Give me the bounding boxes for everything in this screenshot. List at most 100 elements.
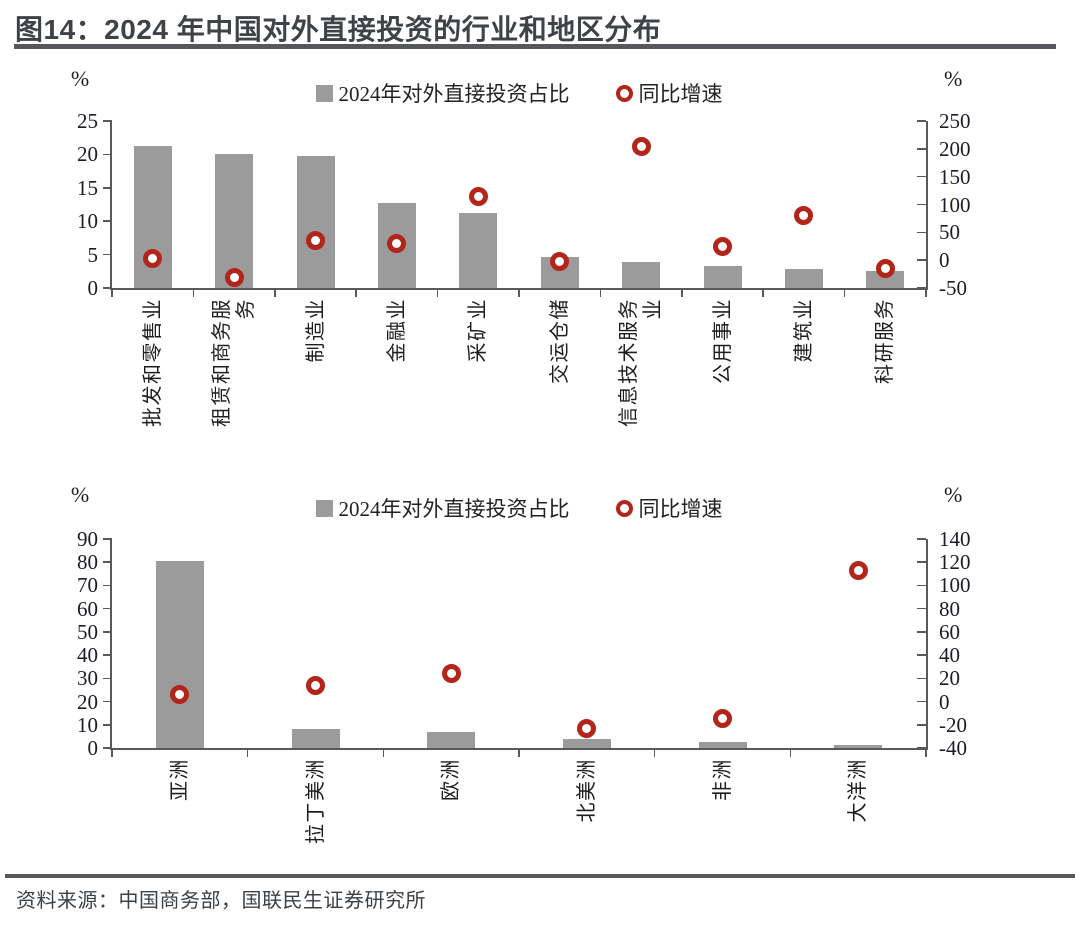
left-tick-mark bbox=[103, 187, 112, 189]
bottom-tick-mark bbox=[192, 289, 195, 297]
left-tick-mark bbox=[103, 607, 112, 610]
bottom-tick-mark bbox=[355, 289, 357, 297]
bar-3 bbox=[427, 731, 476, 748]
left-tick-mark bbox=[103, 747, 112, 749]
left-tick-mark bbox=[103, 584, 112, 587]
left-tick-mark bbox=[103, 253, 112, 256]
bar-7 bbox=[622, 261, 661, 288]
left-tick-mark bbox=[103, 220, 112, 222]
left-tick-mark bbox=[103, 561, 112, 564]
growth-marker-5 bbox=[468, 186, 488, 206]
bar-3 bbox=[296, 155, 335, 288]
right-axis-unit: % bbox=[944, 482, 963, 507]
right-tick-label: 0 bbox=[939, 248, 950, 273]
right-tick-mark bbox=[917, 700, 926, 703]
right-tick-label: 250 bbox=[939, 109, 971, 133]
right-tick-mark bbox=[917, 203, 926, 206]
growth-marker-2 bbox=[224, 267, 244, 287]
bottom-tick-mark bbox=[925, 749, 927, 757]
right-tick-label: 120 bbox=[939, 550, 971, 575]
bottom-axis-line bbox=[110, 288, 928, 290]
legend-bar-label: 2024年对外直接投资占比 bbox=[338, 497, 570, 521]
source-note: 资料来源：中国商务部，国联民生证券研究所 bbox=[16, 890, 426, 912]
ring-swatch-icon bbox=[615, 499, 633, 517]
left-tick-mark bbox=[103, 677, 112, 680]
growth-marker-4 bbox=[387, 233, 407, 253]
left-tick-mark bbox=[103, 723, 112, 726]
growth-marker-3 bbox=[306, 230, 325, 250]
growth-marker-1 bbox=[143, 248, 163, 268]
left-axis-unit: % bbox=[70, 482, 90, 507]
legend-item-marker: 同比增速 bbox=[615, 493, 723, 523]
right-axis-unit: % bbox=[944, 66, 963, 91]
left-tick-label: 10 bbox=[77, 209, 98, 234]
right-axis-line bbox=[926, 539, 928, 748]
legend: 2024年对外直接投资占比 同比增速 bbox=[112, 78, 926, 108]
left-tick-label: 10 bbox=[77, 712, 98, 737]
right-tick-label: 50 bbox=[939, 220, 960, 245]
left-axis-line bbox=[110, 539, 112, 748]
bar-swatch-icon bbox=[315, 84, 333, 102]
growth-marker-7 bbox=[631, 136, 651, 156]
right-tick-mark bbox=[917, 677, 926, 680]
right-tick-mark bbox=[917, 723, 926, 726]
right-tick-mark bbox=[917, 607, 926, 610]
right-tick-mark bbox=[917, 287, 926, 289]
right-tick-label: 140 bbox=[939, 527, 971, 551]
bottom-tick-mark bbox=[681, 289, 683, 297]
left-axis-unit: % bbox=[70, 66, 90, 91]
legend: 2024年对外直接投资占比 同比增速 bbox=[112, 493, 926, 523]
right-tick-label: 80 bbox=[939, 596, 960, 621]
right-tick-label: -50 bbox=[939, 276, 967, 300]
left-tick-mark bbox=[103, 153, 112, 156]
right-tick-label: -40 bbox=[939, 736, 967, 760]
bottom-tick-mark bbox=[653, 749, 656, 757]
right-axis-line bbox=[926, 121, 928, 288]
left-tick-label: 40 bbox=[77, 643, 98, 668]
ring-swatch-icon bbox=[615, 84, 633, 102]
growth-marker-1 bbox=[170, 685, 190, 705]
left-tick-mark bbox=[103, 654, 112, 656]
bottom-tick-mark bbox=[111, 289, 113, 297]
bottom-tick-mark bbox=[436, 289, 439, 297]
bar-swatch-icon bbox=[315, 499, 333, 517]
footer-rule bbox=[5, 874, 1075, 878]
left-tick-label: 0 bbox=[87, 276, 99, 300]
bottom-tick-mark bbox=[762, 289, 764, 297]
right-tick-label: -20 bbox=[939, 712, 967, 737]
right-tick-mark bbox=[917, 538, 926, 540]
right-tick-mark bbox=[917, 120, 926, 122]
right-tick-mark bbox=[917, 231, 926, 234]
right-tick-label: 200 bbox=[939, 136, 971, 161]
left-tick-mark bbox=[103, 287, 112, 289]
title-underline bbox=[14, 44, 1056, 49]
right-tick-label: 0 bbox=[939, 689, 950, 714]
left-axis-line bbox=[110, 121, 112, 288]
left-tick-label: 80 bbox=[77, 550, 98, 575]
growth-marker-9 bbox=[794, 206, 814, 226]
left-tick-label: 90 bbox=[77, 527, 98, 551]
growth-marker-6 bbox=[848, 560, 868, 580]
growth-marker-4 bbox=[577, 718, 597, 738]
right-tick-label: 150 bbox=[939, 164, 971, 189]
growth-marker-5 bbox=[713, 709, 732, 729]
bottom-tick-mark bbox=[111, 749, 113, 757]
right-tick-mark bbox=[917, 631, 926, 633]
growth-marker-8 bbox=[713, 236, 732, 256]
right-tick-label: 100 bbox=[939, 192, 971, 217]
bottom-tick-mark bbox=[518, 289, 520, 297]
left-tick-label: 60 bbox=[77, 596, 98, 621]
left-tick-label: 15 bbox=[77, 175, 98, 200]
left-tick-label: 0 bbox=[87, 736, 99, 760]
growth-marker-3 bbox=[441, 664, 461, 684]
legend-item-bar: 2024年对外直接投资占比 bbox=[315, 78, 570, 108]
bottom-tick-mark bbox=[274, 289, 276, 297]
left-tick-mark bbox=[103, 700, 112, 703]
left-tick-mark bbox=[103, 120, 112, 122]
left-tick-label: 25 bbox=[77, 109, 98, 133]
left-tick-label: 70 bbox=[77, 573, 98, 598]
bar-5 bbox=[459, 212, 498, 288]
right-tick-mark bbox=[917, 747, 926, 749]
growth-marker-10 bbox=[875, 259, 895, 279]
